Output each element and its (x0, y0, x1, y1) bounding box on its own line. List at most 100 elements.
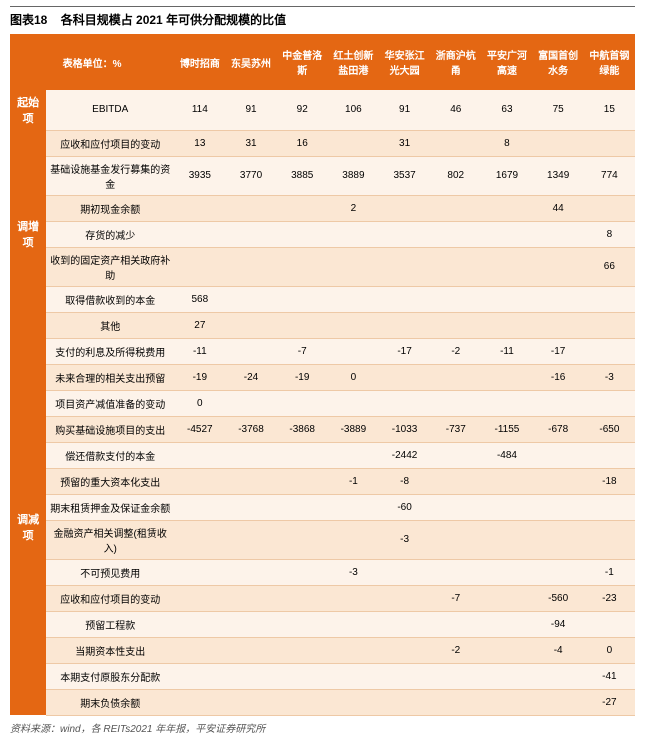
data-cell: -678 (533, 416, 584, 442)
data-cell (481, 559, 532, 585)
data-cell: -3 (379, 520, 430, 559)
data-cell: -3889 (328, 416, 379, 442)
data-cell (277, 390, 328, 416)
data-cell (584, 442, 635, 468)
data-cell: -19 (174, 364, 225, 390)
data-cell (225, 247, 276, 286)
data-cell (481, 364, 532, 390)
col-header: 浙商沪杭甬 (430, 34, 481, 90)
data-cell (481, 221, 532, 247)
data-cell (481, 494, 532, 520)
data-cell (328, 130, 379, 156)
data-cell (174, 520, 225, 559)
data-cell: -60 (379, 494, 430, 520)
data-cell (533, 312, 584, 338)
data-cell (225, 338, 276, 364)
data-cell (481, 286, 532, 312)
data-cell (430, 611, 481, 637)
table-row: 期初现金余额244 (10, 195, 635, 221)
data-cell (481, 689, 532, 715)
data-cell (481, 637, 532, 663)
data-cell (225, 390, 276, 416)
data-cell: 1679 (481, 156, 532, 195)
data-cell (225, 195, 276, 221)
data-cell (533, 390, 584, 416)
data-cell (430, 286, 481, 312)
data-cell (533, 221, 584, 247)
data-cell (277, 520, 328, 559)
data-cell (430, 494, 481, 520)
data-cell (225, 442, 276, 468)
data-cell: 8 (584, 221, 635, 247)
row-item-label: 存货的减少 (46, 221, 174, 247)
data-cell (225, 520, 276, 559)
data-cell: -3768 (225, 416, 276, 442)
data-cell (277, 312, 328, 338)
data-cell: -94 (533, 611, 584, 637)
row-item-label: 期末租赁押金及保证金余额 (46, 494, 174, 520)
data-cell (174, 637, 225, 663)
data-cell (430, 520, 481, 559)
col-header: 博时招商 (174, 34, 225, 90)
data-cell: 0 (328, 364, 379, 390)
data-cell (174, 611, 225, 637)
row-item-label: 预留的重大资本化支出 (46, 468, 174, 494)
data-cell (277, 195, 328, 221)
table-row: 其他27 (10, 312, 635, 338)
data-cell (481, 312, 532, 338)
data-cell (430, 247, 481, 286)
data-cell (533, 247, 584, 286)
data-cell (430, 312, 481, 338)
data-cell: 3935 (174, 156, 225, 195)
table-row: 应收和应付项目的变动-7-560-23 (10, 585, 635, 611)
table-row: 调增项应收和应付项目的变动133116318 (10, 130, 635, 156)
data-cell: 774 (584, 156, 635, 195)
data-cell: 3537 (379, 156, 430, 195)
data-cell: -1 (584, 559, 635, 585)
table-header: 表格单位：% 博时招商 东吴苏州 中金普洛斯 红土创新盐田港 华安张江光大园 浙… (10, 34, 635, 90)
row-item-label: 其他 (46, 312, 174, 338)
data-cell (277, 286, 328, 312)
table-row: 本期支付原股东分配款-41 (10, 663, 635, 689)
data-cell (379, 195, 430, 221)
data-cell (225, 286, 276, 312)
data-cell (328, 442, 379, 468)
data-cell: 106 (328, 90, 379, 130)
data-cell: -737 (430, 416, 481, 442)
col-header: 平安广河高速 (481, 34, 532, 90)
group-header: 调减项 (10, 338, 46, 715)
table-row: 偿还借款支付的本金-2442-484 (10, 442, 635, 468)
data-cell: 91 (379, 90, 430, 130)
data-cell (533, 494, 584, 520)
data-cell (225, 689, 276, 715)
data-cell (584, 520, 635, 559)
data-cell (430, 390, 481, 416)
data-cell (481, 585, 532, 611)
table-row: 起始项EBITDA11491921069146637515 (10, 90, 635, 130)
data-cell: 2 (328, 195, 379, 221)
data-cell: 31 (379, 130, 430, 156)
data-cell (533, 468, 584, 494)
data-cell (533, 520, 584, 559)
data-cell: -18 (584, 468, 635, 494)
data-cell (174, 689, 225, 715)
data-cell (533, 130, 584, 156)
table-row: 基础设施基金发行募集的资金393537703885388935378021679… (10, 156, 635, 195)
data-cell: -7 (430, 585, 481, 611)
col-header: 中航首钢绿能 (584, 34, 635, 90)
data-cell (328, 338, 379, 364)
col-header: 红土创新盐田港 (328, 34, 379, 90)
data-cell (584, 494, 635, 520)
data-cell (225, 585, 276, 611)
data-cell (533, 689, 584, 715)
data-cell (328, 286, 379, 312)
data-cell (584, 390, 635, 416)
data-cell (225, 468, 276, 494)
row-item-label: 当期资本性支出 (46, 637, 174, 663)
table-row: 项目资产减值准备的变动0 (10, 390, 635, 416)
data-cell (533, 286, 584, 312)
table-body: 起始项EBITDA11491921069146637515调增项应收和应付项目的… (10, 90, 635, 715)
data-cell: 13 (174, 130, 225, 156)
data-cell (481, 390, 532, 416)
data-cell (328, 221, 379, 247)
